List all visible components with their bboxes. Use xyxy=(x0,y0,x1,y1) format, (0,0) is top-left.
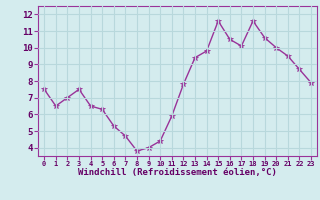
X-axis label: Windchill (Refroidissement éolien,°C): Windchill (Refroidissement éolien,°C) xyxy=(78,168,277,177)
